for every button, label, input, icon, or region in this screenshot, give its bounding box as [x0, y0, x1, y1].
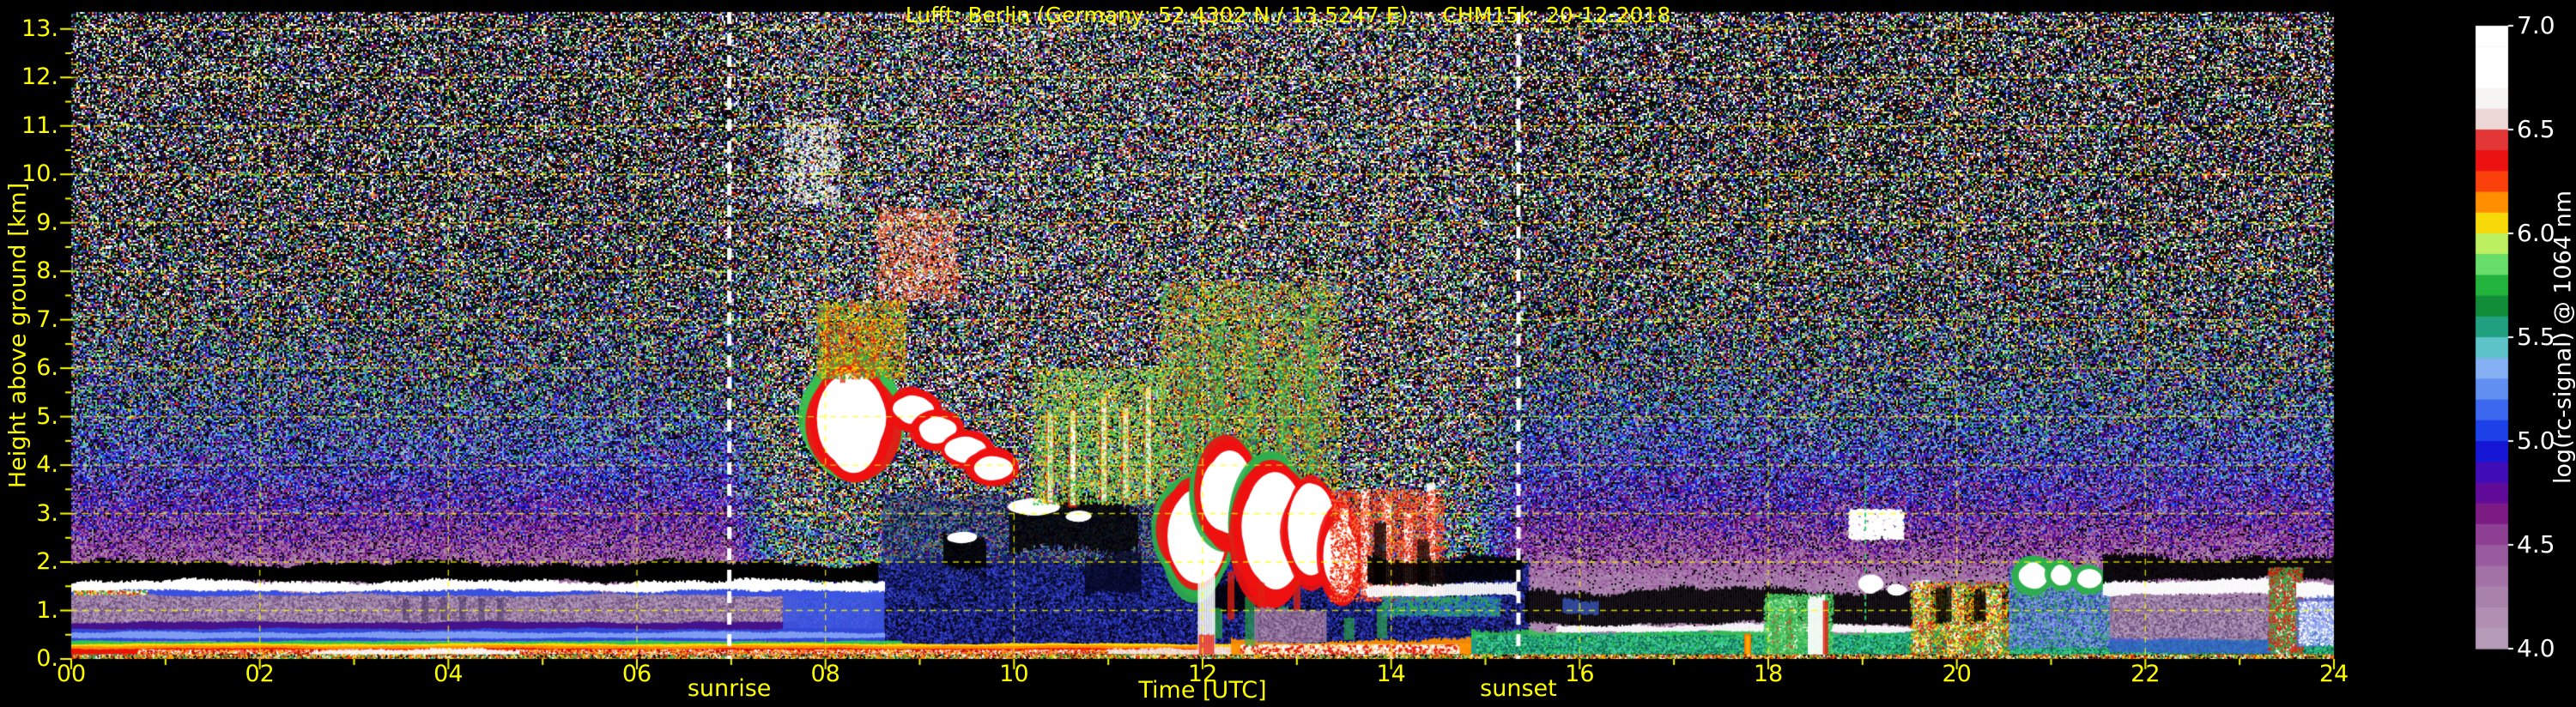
y-tick-label: 3.: [36, 499, 58, 527]
x-tick-label: 10: [999, 661, 1029, 687]
y-tick-label: 8.: [36, 257, 58, 285]
y-tick-label: 5.: [36, 402, 58, 430]
sunset-label: sunset: [1480, 675, 1557, 702]
x-tick-label: 14: [1376, 661, 1406, 687]
y-tick-label: 6.: [36, 354, 58, 382]
y-tick-label: 4.: [36, 451, 58, 479]
x-axis-label: Time [UTC]: [1138, 677, 1267, 704]
y-tick-label: 13.: [21, 15, 58, 42]
x-tick-label: 18: [1753, 661, 1784, 687]
y-tick-label: 10.: [21, 160, 58, 188]
plot-title: Lufft: Berlin (Germany; 52.4302 N / 13.5…: [905, 3, 1671, 27]
x-tick-label: 08: [810, 661, 840, 687]
colorbar-tick-label: 6.0: [2517, 219, 2555, 247]
colorbar-tick-label: 4.0: [2517, 634, 2555, 662]
colorbar-tick-label: 5.0: [2517, 426, 2555, 455]
x-tick-label: 02: [245, 661, 275, 687]
y-tick-label: 1.: [36, 596, 58, 624]
x-tick-label: 04: [433, 661, 464, 687]
x-tick-label: 06: [621, 661, 652, 687]
x-tick-label: 12: [1187, 661, 1218, 687]
y-tick-label: 0.: [36, 645, 58, 672]
x-tick-label: 16: [1565, 661, 1595, 687]
x-tick-label: 22: [2131, 661, 2161, 687]
colorbar-tick-label: 6.5: [2517, 115, 2555, 143]
y-tick-label: 7.: [36, 305, 58, 333]
x-tick-label: 20: [1942, 661, 1972, 687]
y-tick-label: 9.: [36, 208, 58, 236]
x-tick-label: 24: [2318, 661, 2349, 687]
colorbar-tick-label: 7.0: [2517, 11, 2555, 39]
colorbar-tick-label: 4.5: [2517, 530, 2555, 559]
y-tick-label: 11.: [21, 112, 58, 139]
sunrise-label: sunrise: [687, 675, 772, 702]
colorbar-tick-label: 5.5: [2517, 323, 2555, 351]
x-tick-label: 00: [56, 661, 87, 687]
y-tick-label: 2.: [36, 548, 58, 576]
y-tick-label: 12.: [21, 63, 58, 91]
